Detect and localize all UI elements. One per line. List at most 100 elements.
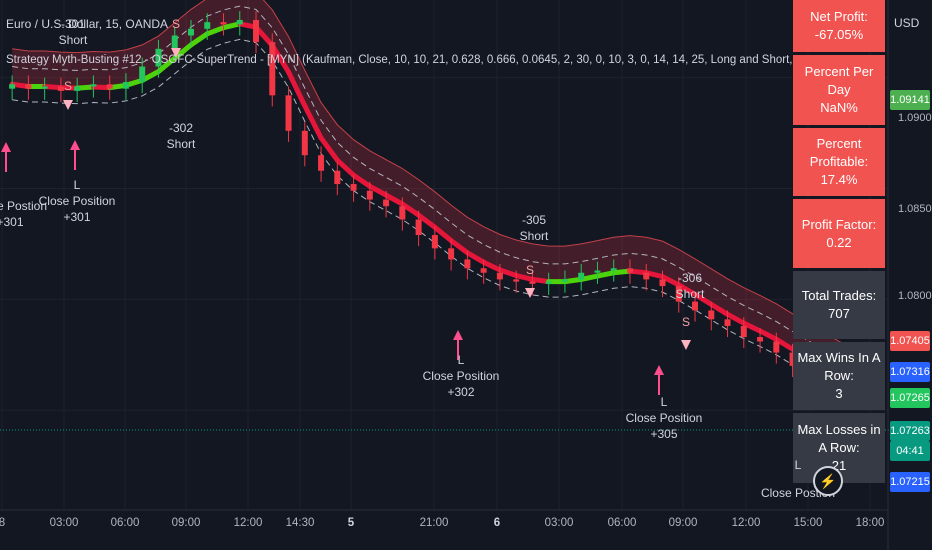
trade-note: L Close Position +305 [626, 394, 703, 442]
stat-value: 17.4% [820, 172, 858, 187]
time-label: 12:00 [731, 517, 761, 529]
stat-label: Total Trades: [801, 288, 877, 303]
candle-body [41, 86, 48, 89]
trade-note-line: L [73, 178, 81, 192]
trade-note-line: +305 [650, 427, 678, 441]
trend-segment [399, 201, 422, 218]
time-label: 21:00 [419, 517, 449, 529]
trade-note-line: L [794, 458, 802, 472]
candle-body [57, 86, 64, 91]
trend-segment [757, 328, 779, 342]
candle-body [496, 272, 503, 280]
trade-note-line: S [525, 263, 535, 277]
trade-note-line: +301 [63, 210, 91, 224]
price-tag: 1.07265 [890, 388, 930, 408]
stat-label: Profit Factor: [801, 216, 877, 232]
time-label: 03:00 [544, 517, 574, 529]
trend-segment [172, 42, 194, 61]
candle-body [610, 268, 617, 271]
trend-segment [221, 21, 243, 31]
trend-segment [204, 25, 226, 37]
trade-note: -302 Short [167, 120, 196, 152]
trend-segment [773, 336, 796, 352]
trade-arrow-head [70, 140, 80, 150]
candle-body [9, 84, 16, 89]
stat-max-wins: Max Wins In A Row: 3 [793, 342, 885, 410]
candle-body [448, 248, 455, 260]
symbol-title[interactable]: Euro / U.S. Dollar, 15, OANDA [6, 17, 169, 31]
trade-note-line: S [681, 315, 691, 329]
currency-label[interactable]: USD [894, 16, 920, 30]
candle-body [675, 286, 682, 302]
candle-body [626, 268, 633, 273]
candle-body [334, 170, 341, 185]
candle-body [643, 272, 650, 280]
trade-arrow-head [453, 330, 463, 340]
stat-value: -67.05% [814, 27, 864, 42]
trade-note-line: Close Position [422, 369, 500, 383]
time-label: 06:00 [607, 517, 637, 529]
candle-body [318, 155, 325, 171]
trade-note-line: Short [58, 33, 88, 47]
trade-note: L Close Position +301 [39, 177, 116, 225]
trend-segment [725, 311, 747, 326]
candle-body [204, 22, 211, 29]
stat-percent-profitable: Percent Profitable: 17.4% [793, 128, 885, 196]
trade-note-line: Short [166, 137, 196, 151]
candle-body [740, 325, 747, 338]
stat-label: Net Profit: [810, 9, 868, 24]
trade-note-line: -305 [521, 213, 547, 227]
price-label: 1.09000 [898, 112, 932, 124]
candle-body [464, 259, 471, 269]
candle-body [415, 219, 422, 236]
trend-segment [497, 267, 519, 279]
candle-body [513, 279, 520, 282]
time-label: 12:00 [233, 517, 263, 529]
candle-body [74, 86, 81, 91]
trade-note-line: +302 [447, 385, 475, 399]
time-label: 8 [0, 517, 6, 529]
candle-body [578, 272, 585, 280]
time-label: 15:00 [793, 517, 823, 529]
trade-arrow-head [171, 48, 181, 58]
candle-body [236, 19, 243, 25]
strategy-label[interactable]: Strategy Myth-Busting #12 - OSGFC-SuperT… [6, 54, 792, 66]
candle-body [757, 337, 764, 342]
candle-body [187, 28, 194, 36]
stat-label: Max Losses in A Row: [797, 422, 881, 455]
trade-note-line: L [457, 353, 465, 367]
trend-segment [513, 273, 535, 282]
candle-body [253, 19, 260, 43]
trade-arrow-head [63, 100, 73, 110]
candle-body [220, 22, 227, 25]
candle-body [301, 130, 308, 156]
trade-note: -301 Short [59, 16, 88, 48]
trade-note: -305 Short [520, 212, 549, 244]
time-label: 18:00 [855, 517, 885, 529]
trend-segment [464, 250, 487, 265]
trend-segment [594, 270, 617, 279]
trend-segment [155, 55, 178, 75]
candle-body [545, 281, 552, 284]
trend-segment [741, 320, 763, 334]
candle-body [171, 35, 178, 49]
stat-percent-per-day: Percent Per Day NaN% [793, 55, 885, 125]
stat-label: Max Wins In A Row: [797, 350, 881, 383]
stat-total-trades: Total Trades: 707 [793, 271, 885, 339]
candle-body [431, 235, 438, 249]
trade-note-line: Close Position [38, 194, 116, 208]
trend-segment [708, 301, 731, 317]
trend-segment [660, 274, 682, 288]
trade-note: S [682, 314, 690, 330]
price-tag: 1.07316 [890, 362, 930, 382]
stat-profit-factor: Profit Factor: 0.22 [793, 199, 885, 268]
lightning-icon[interactable]: ⚡ [813, 466, 843, 496]
time-label: 03:00 [49, 517, 79, 529]
trade-note: L Close Position +302 [423, 352, 500, 400]
candle-body [594, 270, 601, 273]
candle-body [122, 82, 129, 89]
candle-body [708, 310, 715, 320]
countdown-tag: 04:41 [890, 441, 930, 461]
trend-segment [188, 31, 210, 48]
trade-arrow-head [525, 288, 535, 298]
